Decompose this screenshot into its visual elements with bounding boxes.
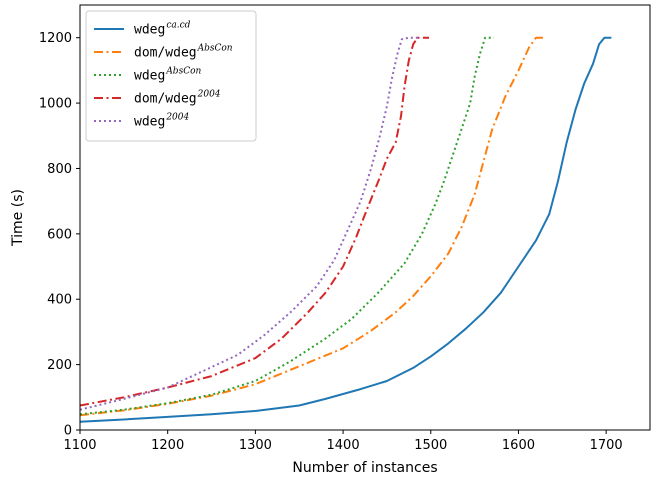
- series-line-4: [79, 36, 421, 411]
- series-line-1: [79, 36, 545, 417]
- legend-label-superscript: ca.cd: [166, 21, 190, 31]
- legend-label-base: dom/wdeg: [134, 46, 197, 61]
- y-tick-label: 600: [47, 227, 72, 242]
- legend-label-superscript: AbsCon: [165, 67, 201, 77]
- series-line-3: [79, 36, 429, 407]
- y-tick-label: 800: [47, 162, 72, 177]
- x-tick-label: 1500: [414, 438, 447, 453]
- legend-label-base: dom/wdeg: [134, 92, 197, 107]
- x-axis-label: Number of instances: [292, 460, 437, 476]
- y-tick-label: 1000: [39, 97, 72, 112]
- series-line-2: [79, 36, 494, 416]
- series-layer: [79, 36, 612, 423]
- legend-label-superscript: 2004: [197, 90, 221, 100]
- series-line-0: [79, 36, 612, 423]
- x-tick-label: 1200: [151, 438, 184, 453]
- x-tick-label: 1400: [327, 438, 360, 453]
- legend-label-superscript: 2004: [165, 113, 189, 123]
- legend-label-2: wdegAbsCon: [134, 67, 201, 84]
- legend-label-3: dom/wdeg2004: [134, 90, 221, 107]
- legend-label-1: dom/wdegAbsCon: [134, 44, 233, 61]
- y-tick-label: 200: [47, 358, 72, 373]
- legend-label-0: wdegca.cd: [134, 21, 191, 38]
- x-tick-label: 1700: [590, 438, 623, 453]
- legend-label-base: wdeg: [134, 115, 165, 130]
- legend-label-4: wdeg2004: [134, 113, 189, 130]
- y-tick-label: 0: [64, 424, 72, 439]
- x-tick-label: 1100: [63, 438, 96, 453]
- legend-label-base: wdeg: [134, 23, 165, 38]
- legend-box: [85, 10, 257, 142]
- x-tick-label: 1300: [239, 438, 272, 453]
- legend-label-base: wdeg: [134, 69, 165, 84]
- legend: wdegca.cddom/wdegAbsConwdegAbsCondom/wde…: [85, 10, 257, 142]
- y-tick-label: 1200: [39, 31, 72, 46]
- y-tick-label: 400: [47, 293, 72, 308]
- plot-frame: [79, 4, 651, 431]
- x-tick-label: 1600: [502, 438, 535, 453]
- y-axis-label: Time (s): [10, 189, 26, 247]
- ticks-layer: 1100 1200 1300 1400 1500 1600 1700 0 200 400 600 80…: [39, 31, 623, 453]
- legend-label-superscript: AbsCon: [197, 44, 233, 54]
